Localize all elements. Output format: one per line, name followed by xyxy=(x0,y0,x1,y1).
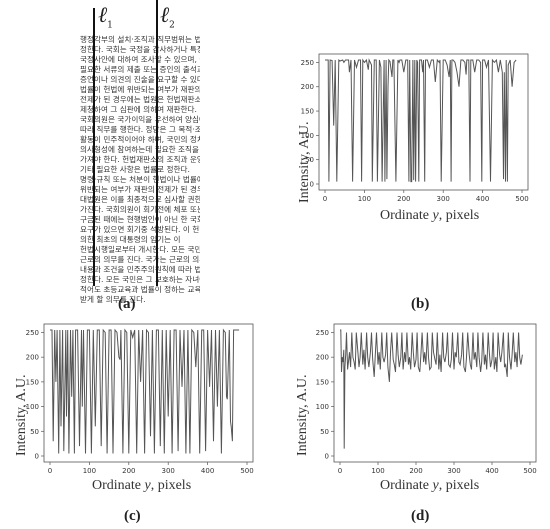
x-tick-label: 200 xyxy=(397,195,410,203)
text-line: 위반되는 여부가 재판의 전제가 된 경우에는 xyxy=(80,185,200,194)
panel-label-a: (a) xyxy=(118,296,136,312)
plot-frame xyxy=(43,323,254,463)
y-tick-label: 200 xyxy=(26,354,39,362)
panel-b: Intensity, A.U. 0 50 100 150 200 250 0 100 200 30… xyxy=(285,40,550,320)
text-line: 대법원은 이를 최종적으로 심사할 권한을 xyxy=(80,195,200,204)
text-line: 요구가 있으면 회기중 석방된다. 이 헌법에 xyxy=(80,225,200,234)
y-tick-label: 50 xyxy=(320,428,329,436)
y-tick-label: 150 xyxy=(26,378,39,386)
panel-a: 행정각부의 설치·조직과 직무범위는 법률 정한다. 국회는 국정을 감사하거나 … xyxy=(0,0,275,320)
intensity-series-line xyxy=(50,328,240,454)
text-line: 정한다. 국회는 국정을 감사하거나 특정한 xyxy=(80,45,200,54)
text-line: 제청하여 그 심판에 의하여 재판한다. xyxy=(80,105,197,114)
x-tick-label: 200 xyxy=(122,467,135,475)
x-tick-label: 300 xyxy=(447,467,460,475)
y-tick-label: 50 xyxy=(30,428,39,436)
document-text-block: 행정각부의 설치·조직과 직무범위는 법률 정한다. 국회는 국정을 감사하거나 … xyxy=(80,35,200,305)
plot-frame xyxy=(318,53,529,191)
text-line: 구금된 때에는 현행범인이 아닌 한 국회의 xyxy=(80,215,200,224)
line-label-2: ℓ2 xyxy=(160,3,175,31)
text-line: 국정사안에 대하여 조사할 수 있으며, 이에 xyxy=(80,55,200,64)
y-tick-label: 200 xyxy=(301,83,314,91)
text-line: 정한다. 모든 국민은 그 보호하는 자녀에게 xyxy=(80,275,200,284)
y-tick-label: 100 xyxy=(26,403,39,411)
y-tick-label: 250 xyxy=(26,329,39,337)
text-line: 증언이나 의견의 진술을 요구할 수 있다. xyxy=(80,75,200,84)
y-tick-label: 0 xyxy=(325,453,329,461)
text-line: 행정각부의 설치·조직과 직무범위는 법률 xyxy=(80,35,200,44)
panel-d: Intensity, A.U. 0 50 100 150 200 250 0 100 200 30… xyxy=(285,318,550,529)
x-tick-label: 500 xyxy=(240,467,253,475)
x-tick-label: 500 xyxy=(515,195,528,203)
text-line: 받게 할 의무를 진다. xyxy=(80,295,146,304)
text-line: 의한 최초의 대통령의 임기는 이 xyxy=(80,235,181,244)
x-tick-label: 400 xyxy=(201,467,214,475)
x-tick-label: 100 xyxy=(371,467,384,475)
intensity-series-line xyxy=(340,329,523,449)
text-line: 가져야 한다. 헌법재판소의 조직과 운영 xyxy=(80,155,200,164)
text-line: 법률이 헌법에 위반되는 여부가 재판의 xyxy=(80,85,200,94)
y-tick-label: 0 xyxy=(310,181,314,189)
xlabel-c: Ordinate y, pixels xyxy=(92,478,192,493)
x-tick-label: 0 xyxy=(338,467,342,475)
panel-label-b: (b) xyxy=(411,296,430,312)
x-tick-label: 500 xyxy=(523,467,536,475)
cut-line-2 xyxy=(156,0,158,286)
text-line: 명령·규칙 또는 처분이 헌법이나 법률에 xyxy=(80,175,200,184)
y-tick-label: 150 xyxy=(301,108,314,116)
text-line: 국회의원은 국가이익을 우선하여 양심에 xyxy=(80,115,200,124)
x-tick-label: 300 xyxy=(437,195,450,203)
text-line: 근로의 의무를 진다. 국가는 근로의 의무의 xyxy=(80,255,200,264)
y-tick-label: 50 xyxy=(305,156,314,164)
cut-line-1 xyxy=(93,8,95,286)
text-line: 전제가 된 경우에는 법원은 헌법재판소에 xyxy=(80,95,200,104)
text-line: 기타 필요한 사항은 법률로 정한다. xyxy=(80,165,190,174)
chart-b: 0 50 100 150 200 250 0 100 200 300 400 500 xyxy=(301,53,529,203)
y-tick-label: 100 xyxy=(301,132,314,140)
xlabel-d: Ordinate y, pixels xyxy=(380,478,480,493)
text-line: 활동이 민주적이어야 하며, 국민의 정치적 xyxy=(80,135,200,144)
x-tick-label: 300 xyxy=(162,467,175,475)
chart-c: 0 50 100 150 200 250 0 100 200 300 400 500 xyxy=(26,323,254,475)
x-tick-label: 400 xyxy=(476,195,489,203)
text-line: 따라 직무를 행한다. 정당은 그 목적·조직과 xyxy=(80,125,200,134)
text-line: 헌법시행일로부터 개시한다. 모든 국민은 xyxy=(80,245,200,254)
y-tick-label: 150 xyxy=(316,378,329,386)
y-tick-label: 200 xyxy=(316,354,329,362)
y-tick-label: 100 xyxy=(316,403,329,411)
text-line: 의사형성에 참여하는데 필요한 조직을 xyxy=(80,145,200,154)
intensity-series-line xyxy=(325,58,517,183)
text-line: 필요한 서류의 제출 또는 증인의 출석과 xyxy=(80,65,200,74)
line-label-1: ℓ1 xyxy=(98,3,113,31)
text-line: 가진다. 국회의원이 회기전에 체포 또는 xyxy=(80,205,200,214)
chart-d: 0 50 100 150 200 250 0 100 200 300 400 500 xyxy=(316,323,537,475)
text-line: 적어도 초등교육과 법률이 정하는 교육을 xyxy=(80,285,200,294)
x-tick-label: 0 xyxy=(323,195,327,203)
x-tick-label: 100 xyxy=(358,195,371,203)
panel-c: Intensity, A.U. 0 50 100 150 200 250 0 100 200 30… xyxy=(0,318,275,529)
panel-label-d: (d) xyxy=(411,508,430,524)
plot-frame xyxy=(333,323,537,463)
y-tick-label: 0 xyxy=(35,453,39,461)
x-tick-label: 400 xyxy=(485,467,498,475)
x-tick-label: 200 xyxy=(409,467,422,475)
y-tick-label: 250 xyxy=(316,329,329,337)
y-tick-label: 250 xyxy=(301,59,314,67)
x-tick-label: 100 xyxy=(83,467,96,475)
panel-label-c: (c) xyxy=(124,508,141,524)
text-line: 내용과 조건을 민주주의원칙에 따라 법률로 xyxy=(80,265,200,274)
xlabel-b: Ordinate y, pixels xyxy=(380,208,480,223)
x-tick-label: 0 xyxy=(48,467,52,475)
